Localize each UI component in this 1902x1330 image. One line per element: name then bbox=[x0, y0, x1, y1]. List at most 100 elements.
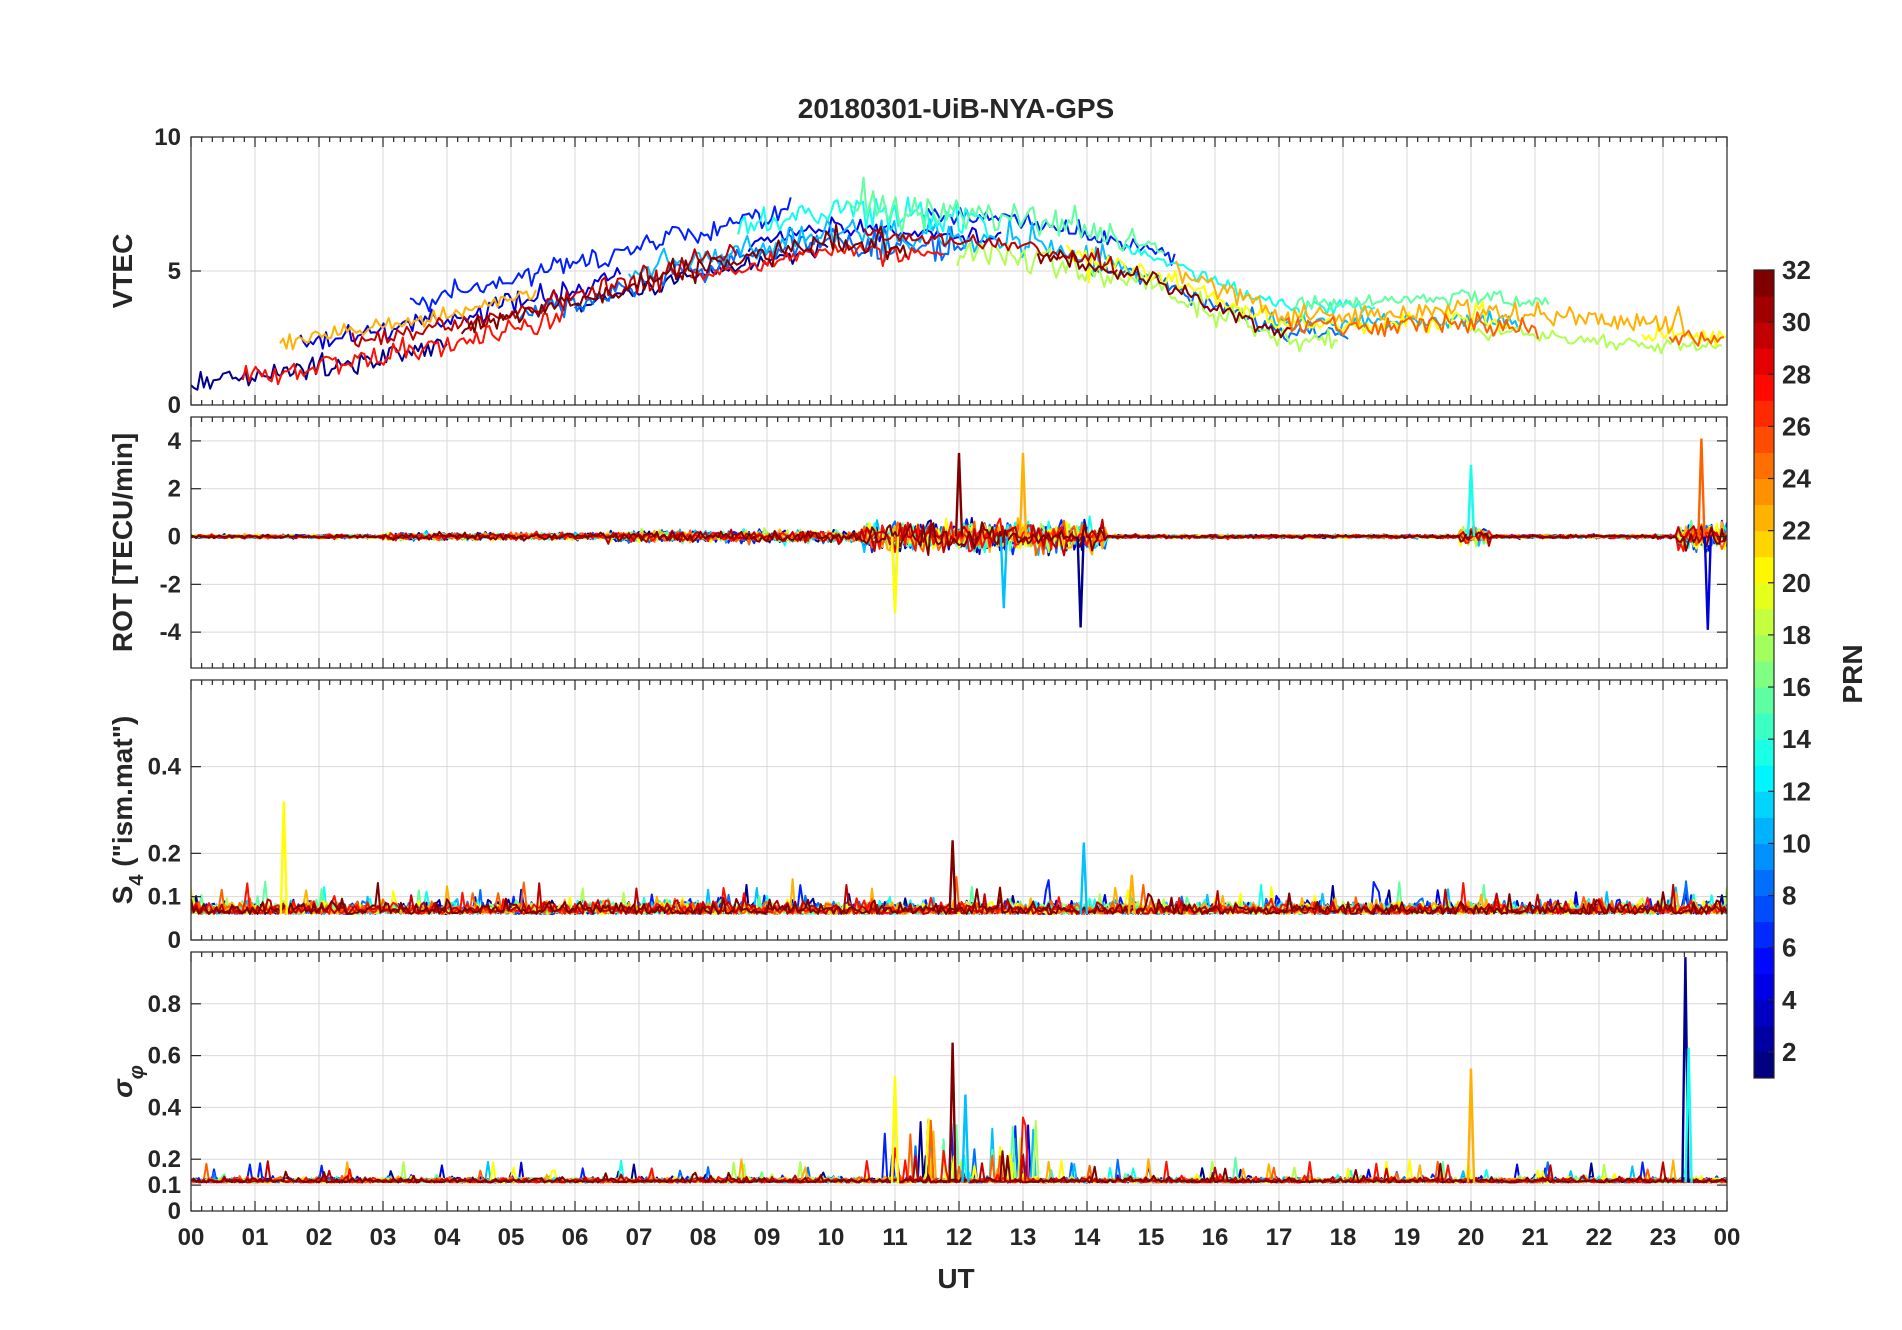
colorbar-step bbox=[1754, 322, 1774, 349]
series-group bbox=[191, 957, 1727, 1184]
colorbar-step bbox=[1754, 999, 1774, 1027]
colorbar-tick-label: 14 bbox=[1782, 724, 1811, 754]
peak-spike bbox=[279, 801, 288, 915]
x-tick-label: 16 bbox=[1202, 1224, 1229, 1251]
x-tick-label: 01 bbox=[242, 1224, 269, 1251]
y-tick-label: 0.8 bbox=[148, 991, 181, 1018]
x-tick-label: 00 bbox=[178, 1224, 205, 1251]
x-axis-label: UT bbox=[937, 1263, 974, 1294]
colorbar-step bbox=[1754, 270, 1774, 297]
peak-spike bbox=[954, 452, 964, 537]
y-tick-label: 0.2 bbox=[148, 1146, 181, 1173]
y-tick-label: 4 bbox=[168, 428, 182, 455]
colorbar-tick-label: 16 bbox=[1782, 672, 1811, 702]
peak-spike bbox=[999, 536, 1008, 609]
peak-spike bbox=[1079, 842, 1088, 915]
y-tick-label: 2 bbox=[168, 476, 181, 503]
colorbar-step bbox=[1754, 921, 1774, 949]
y-tick-label: 10 bbox=[154, 124, 181, 151]
y-axis-label: S4 ("ism.mat") bbox=[107, 716, 148, 905]
colorbar-step bbox=[1754, 400, 1774, 427]
series-line-4 bbox=[627, 217, 1523, 336]
colorbar-step bbox=[1754, 296, 1774, 323]
colorbar-tick-label: 2 bbox=[1782, 1037, 1796, 1067]
x-ticks bbox=[190, 417, 1728, 668]
y-tick-label: 0 bbox=[168, 1198, 181, 1225]
y-tick-label: 0.4 bbox=[148, 1094, 182, 1121]
y-tick-label: -2 bbox=[160, 571, 181, 598]
x-ticks bbox=[190, 137, 1728, 405]
panel-s4: 0 0.1 0.2 0.4S4 ("ism.mat") bbox=[107, 679, 1728, 954]
x-tick-label: 14 bbox=[1074, 1224, 1101, 1251]
x-tick-label: 07 bbox=[626, 1224, 653, 1251]
y-tick-label: 0.2 bbox=[148, 840, 181, 867]
colorbar-step bbox=[1754, 634, 1774, 662]
colorbar-step bbox=[1754, 817, 1774, 844]
series-line-11 bbox=[241, 243, 945, 386]
colorbar-tick-label: 20 bbox=[1782, 568, 1811, 598]
y-tick-label: 0.6 bbox=[148, 1043, 181, 1070]
x-tick-label: 20 bbox=[1458, 1224, 1485, 1251]
colorbar-step bbox=[1754, 608, 1774, 636]
colorbar-frame bbox=[1753, 269, 1775, 1079]
y-tick-label: 0.4 bbox=[148, 754, 182, 781]
y-tick-label: 0.1 bbox=[148, 1172, 181, 1199]
colorbar-step bbox=[1754, 426, 1774, 453]
x-tick-label: 05 bbox=[498, 1224, 525, 1251]
x-tick-label: 17 bbox=[1266, 1224, 1293, 1251]
colorbar-step bbox=[1754, 947, 1774, 975]
x-ticks bbox=[190, 680, 1728, 940]
x-tick-label: 08 bbox=[690, 1224, 717, 1251]
x-tick-label: 04 bbox=[434, 1224, 461, 1251]
peak-spike bbox=[961, 1094, 970, 1183]
y-axis-label: VTEC bbox=[107, 234, 138, 309]
chart-title: 20180301-UiB-NYA-GPS bbox=[798, 93, 1114, 124]
colorbar-tick-label: 4 bbox=[1782, 985, 1797, 1015]
colorbar-tick-label: 24 bbox=[1782, 464, 1811, 494]
series-line-13 bbox=[460, 223, 1291, 339]
colorbar-tick-label: 12 bbox=[1782, 776, 1811, 806]
x-tick-label: 09 bbox=[754, 1224, 781, 1251]
x-tick-label: 18 bbox=[1330, 1224, 1357, 1251]
peak-spike bbox=[1703, 536, 1712, 630]
y-tick-label: 0 bbox=[168, 524, 181, 551]
y-axis-label: ROT [TECU/min] bbox=[107, 433, 138, 652]
peak-spike bbox=[1076, 536, 1085, 628]
series-line-13 bbox=[191, 521, 1727, 556]
colorbar-step bbox=[1754, 582, 1774, 610]
peak-spike bbox=[1466, 464, 1476, 537]
colorbar-tick-label: 6 bbox=[1782, 933, 1796, 963]
series-line-9 bbox=[279, 260, 1686, 351]
colorbar-step bbox=[1754, 504, 1774, 532]
colorbar-step bbox=[1754, 374, 1774, 401]
x-tick-label: 13 bbox=[1010, 1224, 1037, 1251]
series-group bbox=[191, 801, 1727, 915]
colorbar-step bbox=[1754, 556, 1774, 584]
series-line-11 bbox=[191, 517, 1727, 553]
x-tick-label: 19 bbox=[1394, 1224, 1421, 1251]
x-tick-label: 00 bbox=[1714, 1224, 1741, 1251]
series-line-11 bbox=[191, 882, 1727, 915]
peak-spike bbox=[1018, 452, 1028, 537]
series-line-13 bbox=[191, 882, 1727, 915]
colorbar-tick-label: 26 bbox=[1782, 411, 1811, 441]
panel-sigma_phi: 00.10.2 0.4 0.6 0.8 σφ 00 01 02 03 04 05 06 07 08 09 10… bbox=[107, 951, 1741, 1251]
colorbar-label: PRN bbox=[1837, 644, 1868, 703]
peak-spike bbox=[1697, 438, 1706, 537]
colorbar-step bbox=[1754, 660, 1774, 688]
colorbar-step bbox=[1754, 687, 1774, 714]
peak-spike bbox=[890, 536, 900, 614]
y-tick-label: -4 bbox=[160, 619, 182, 646]
colorbar-tick-label: 32 bbox=[1782, 255, 1811, 285]
colorbar-step bbox=[1754, 1025, 1774, 1053]
x-tick-label: 12 bbox=[946, 1224, 973, 1251]
colorbar-step bbox=[1754, 791, 1774, 818]
colorbar-step bbox=[1754, 348, 1774, 375]
x-tick-label: 06 bbox=[562, 1224, 589, 1251]
x-tick-label: 10 bbox=[818, 1224, 845, 1251]
x-tick-label: 21 bbox=[1522, 1224, 1549, 1251]
peak-spike bbox=[890, 1076, 900, 1183]
